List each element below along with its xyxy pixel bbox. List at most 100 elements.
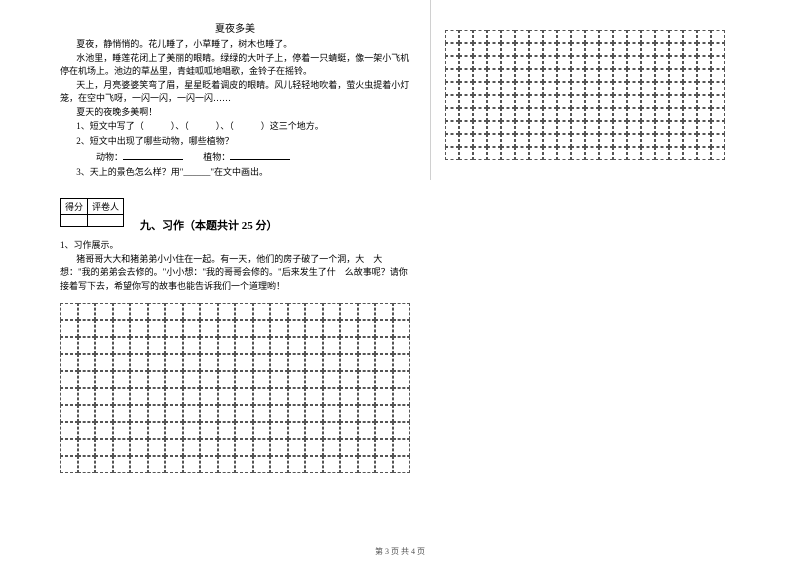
grid-cell [78, 303, 96, 320]
grid-cell [218, 456, 236, 473]
grid-cell [358, 320, 376, 337]
grid-cell [585, 69, 599, 82]
grid-cell [515, 147, 529, 160]
grid-cell [113, 354, 131, 371]
grid-cell [529, 108, 543, 121]
grid-cell [557, 43, 571, 56]
grid-cell [270, 371, 288, 388]
grid-cell [487, 134, 501, 147]
grid-cell [253, 371, 271, 388]
grid-cell [613, 56, 627, 69]
grid-cell [270, 303, 288, 320]
grid-cell [200, 388, 218, 405]
grid-cell [165, 422, 183, 439]
grid-cell [78, 456, 96, 473]
grid-cell [375, 303, 393, 320]
grid-cell [473, 121, 487, 134]
grid-cell [60, 354, 78, 371]
grid-cell [585, 43, 599, 56]
grid-cell [683, 69, 697, 82]
grid-cell [148, 388, 166, 405]
grid-cell [130, 303, 148, 320]
grid-cell [529, 56, 543, 69]
grid-cell [627, 108, 641, 121]
grid-cell [627, 56, 641, 69]
grid-cell [473, 43, 487, 56]
grid-cell [599, 95, 613, 108]
grid-cell [323, 439, 341, 456]
grid-cell [113, 388, 131, 405]
grid-cell [200, 320, 218, 337]
grid-cell [683, 30, 697, 43]
score-label-1: 得分 [61, 199, 88, 215]
grid-cell [459, 95, 473, 108]
grid-cell [288, 354, 306, 371]
grid-cell [641, 134, 655, 147]
grid-cell [165, 388, 183, 405]
grid-cell [375, 337, 393, 354]
grid-cell [515, 69, 529, 82]
grid-cell [218, 371, 236, 388]
grid-cell [113, 320, 131, 337]
grid-cell [697, 134, 711, 147]
grid-cell [130, 320, 148, 337]
grid-cell [393, 337, 411, 354]
grid-cell [515, 82, 529, 95]
grid-cell [78, 439, 96, 456]
grid-cell [571, 121, 585, 134]
grid-cell [487, 108, 501, 121]
grid-cell [148, 371, 166, 388]
grid-cell [78, 405, 96, 422]
grid-cell [571, 30, 585, 43]
grid-cell [235, 337, 253, 354]
grid-cell [445, 69, 459, 82]
grid-cell [305, 405, 323, 422]
grid-cell [655, 121, 669, 134]
section-9-heading: 九、习作（本题共计 25 分） [140, 217, 410, 233]
grid-cell [641, 43, 655, 56]
grid-cell [515, 30, 529, 43]
grid-cell [669, 82, 683, 95]
grid-cell [697, 82, 711, 95]
grid-cell [445, 30, 459, 43]
grid-cell [165, 439, 183, 456]
grid-cell [543, 43, 557, 56]
grid-cell [599, 108, 613, 121]
grid-cell [641, 121, 655, 134]
grid-cell [543, 30, 557, 43]
grid-cell [613, 108, 627, 121]
grid-cell [253, 337, 271, 354]
grid-cell [183, 303, 201, 320]
grid-cell [599, 147, 613, 160]
grid-cell [669, 95, 683, 108]
grid-cell [375, 405, 393, 422]
grid-cell [571, 134, 585, 147]
grid-cell [78, 388, 96, 405]
grid-cell [697, 121, 711, 134]
grid-cell [358, 388, 376, 405]
grid-cell [613, 69, 627, 82]
grid-cell [655, 43, 669, 56]
grid-cell [557, 147, 571, 160]
grid-cell [711, 95, 725, 108]
grid-cell [218, 422, 236, 439]
grid-cell [697, 56, 711, 69]
grid-cell [515, 121, 529, 134]
grid-cell [529, 30, 543, 43]
grid-cell [130, 354, 148, 371]
grid-cell [375, 354, 393, 371]
grid-cell [501, 121, 515, 134]
grid-cell [393, 320, 411, 337]
grid-cell [459, 82, 473, 95]
grid-cell [515, 108, 529, 121]
grid-cell [501, 43, 515, 56]
grid-cell [655, 108, 669, 121]
grid-cell [130, 456, 148, 473]
grid-cell [375, 422, 393, 439]
grid-cell [613, 134, 627, 147]
grid-cell [95, 439, 113, 456]
grid-cell [599, 134, 613, 147]
grid-cell [515, 95, 529, 108]
q2-animal-blank [123, 150, 183, 160]
grid-cell [183, 371, 201, 388]
